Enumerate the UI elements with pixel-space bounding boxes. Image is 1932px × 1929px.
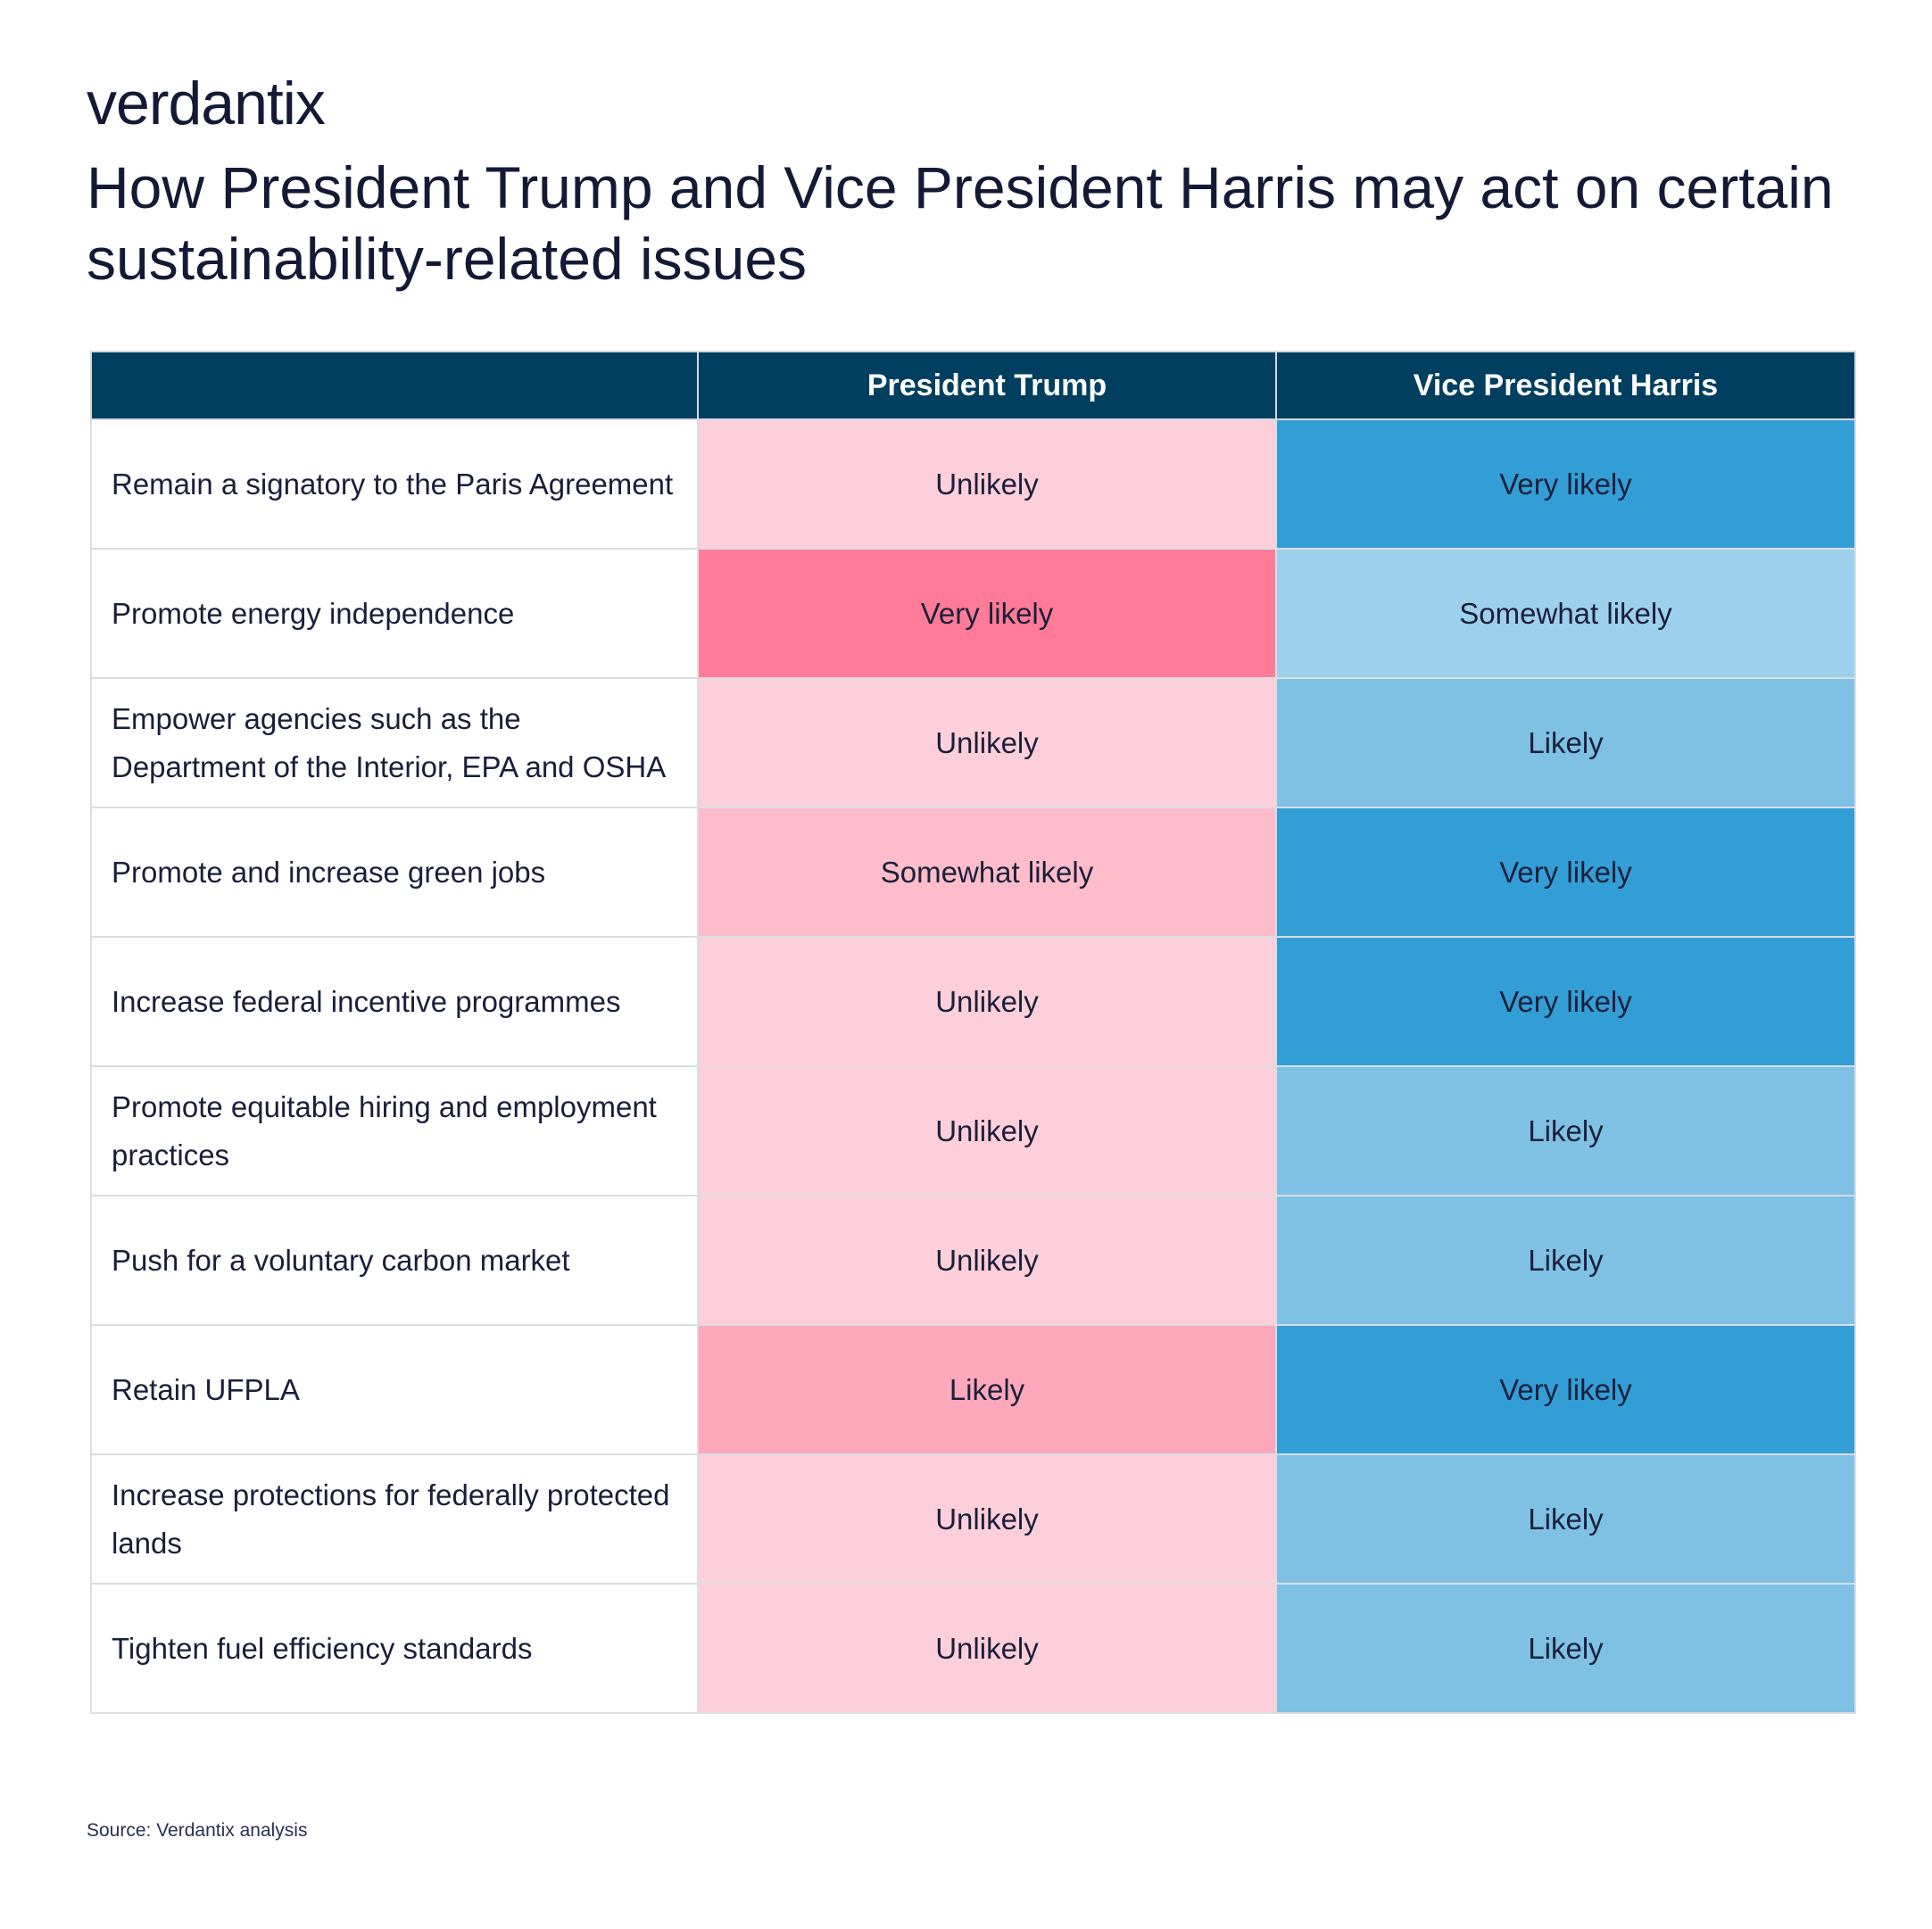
header-harris-column: Vice President Harris	[1275, 351, 1856, 420]
issue-cell: Retain UFPLA	[90, 1324, 699, 1455]
table-row: Increase federal incentive programmes Unl…	[90, 936, 1856, 1067]
issue-cell: Empower agencies such as the Department …	[90, 677, 699, 808]
table-row: Increase protections for federally prote…	[90, 1453, 1856, 1585]
trump-rating-cell: Unlikely	[697, 1065, 1277, 1196]
harris-rating-cell: Very likely	[1275, 936, 1856, 1067]
issue-cell: Push for a voluntary carbon market	[90, 1195, 699, 1326]
trump-rating-cell: Unlikely	[697, 1453, 1277, 1585]
table-row: Promote equitable hiring and employment …	[90, 1065, 1856, 1196]
harris-rating-cell: Likely	[1275, 1453, 1856, 1585]
verdantix-logo: verdantix	[87, 70, 326, 137]
likelihood-table: President Trump Vice President Harris Re…	[90, 351, 1856, 1714]
source-note: Source: Verdantix analysis	[87, 1820, 308, 1841]
header-issue-column	[90, 351, 699, 420]
harris-rating-cell: Likely	[1275, 1583, 1856, 1714]
table-row: Promote energy independence Very likely So…	[90, 548, 1856, 679]
trump-rating-cell: Unlikely	[697, 1195, 1277, 1326]
trump-rating-cell: Unlikely	[697, 936, 1277, 1067]
table-row: Remain a signatory to the Paris Agreemen…	[90, 418, 1856, 550]
issue-cell: Remain a signatory to the Paris Agreemen…	[90, 418, 699, 550]
issue-cell: Increase federal incentive programmes	[90, 936, 699, 1067]
issue-cell: Promote equitable hiring and employment …	[90, 1065, 699, 1196]
issue-cell: Tighten fuel efficiency standards	[90, 1583, 699, 1714]
trump-rating-cell: Unlikely	[697, 418, 1277, 550]
trump-rating-cell: Unlikely	[697, 1583, 1277, 1714]
issue-cell: Promote energy independence	[90, 548, 699, 679]
table-header-row: President Trump Vice President Harris	[90, 351, 1856, 420]
trump-rating-cell: Very likely	[697, 548, 1277, 679]
issue-cell: Increase protections for federally prote…	[90, 1453, 699, 1585]
page-title: How President Trump and Vice President H…	[87, 154, 1834, 292]
table-row: Tighten fuel efficiency standards Unlikel…	[90, 1583, 1856, 1714]
table-row: Empower agencies such as the Department …	[90, 677, 1856, 808]
trump-rating-cell: Unlikely	[697, 677, 1277, 808]
harris-rating-cell: Somewhat likely	[1275, 548, 1856, 679]
table-row: Promote and increase green jobs Somewhat …	[90, 807, 1856, 938]
harris-rating-cell: Likely	[1275, 677, 1856, 808]
table-row: Push for a voluntary carbon market Unlike…	[90, 1195, 1856, 1326]
harris-rating-cell: Very likely	[1275, 1324, 1856, 1455]
harris-rating-cell: Likely	[1275, 1195, 1856, 1326]
issue-cell: Promote and increase green jobs	[90, 807, 699, 938]
harris-rating-cell: Very likely	[1275, 807, 1856, 938]
harris-rating-cell: Likely	[1275, 1065, 1856, 1196]
trump-rating-cell: Likely	[697, 1324, 1277, 1455]
harris-rating-cell: Very likely	[1275, 418, 1856, 550]
table-body: Remain a signatory to the Paris Agreemen…	[90, 418, 1856, 1714]
table-row: Retain UFPLA Likely Very likely	[90, 1324, 1856, 1455]
trump-rating-cell: Somewhat likely	[697, 807, 1277, 938]
header-trump-column: President Trump	[697, 351, 1277, 420]
